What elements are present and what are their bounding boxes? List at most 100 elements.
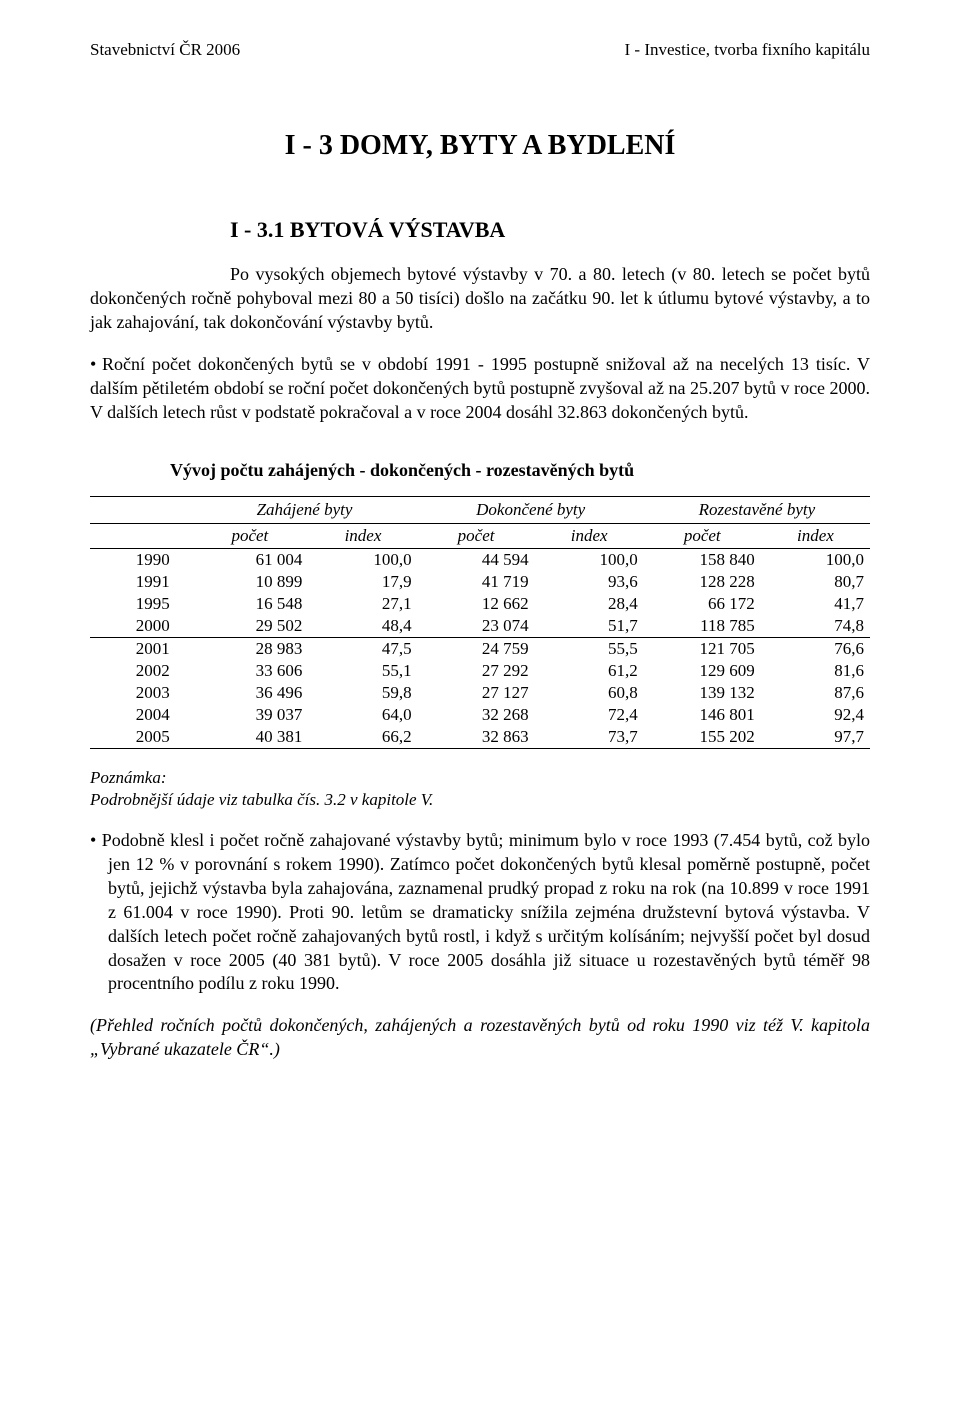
- table-cell: 61 004: [191, 548, 308, 571]
- table-cell: 72,4: [535, 704, 644, 726]
- table-cell: 28,4: [535, 593, 644, 615]
- table-cell: 55,1: [308, 660, 417, 682]
- header-left: Stavebnictví ČR 2006: [90, 40, 240, 60]
- table-header-sub: počet index počet index počet index: [90, 523, 870, 548]
- table-row: 200128 98347,524 75955,5121 70576,6: [90, 637, 870, 660]
- table-header-group: Zahájené byty: [191, 496, 417, 523]
- table-row: 200540 38166,232 86373,7155 20297,7: [90, 726, 870, 749]
- paragraph-1: Po vysokých objemech bytové výstavby v 7…: [90, 263, 870, 335]
- table-header-groups: Zahájené byty Dokončené byty Rozestavěné…: [90, 496, 870, 523]
- table-cell: 81,6: [761, 660, 870, 682]
- table-header-blank: [90, 496, 191, 523]
- table-cell: 60,8: [535, 682, 644, 704]
- table-cell: 158 840: [644, 548, 761, 571]
- footnote-text: Podrobnější údaje viz tabulka čís. 3.2 v…: [90, 790, 433, 809]
- table-header-group: Dokončené byty: [418, 496, 644, 523]
- table-cell: 36 496: [191, 682, 308, 704]
- table-cell: 73,7: [535, 726, 644, 749]
- table-cell: 66 172: [644, 593, 761, 615]
- table-cell: 97,7: [761, 726, 870, 749]
- paragraph-2-text: Roční počet dokončených bytů se v období…: [90, 354, 870, 422]
- page-header: Stavebnictví ČR 2006 I - Investice, tvor…: [90, 40, 870, 60]
- table-cell-year: 2001: [90, 637, 191, 660]
- page-title: I - 3 DOMY, BYTY A BYDLENÍ: [90, 130, 870, 162]
- table-cell: 93,6: [535, 571, 644, 593]
- bullet-icon: •: [90, 353, 102, 377]
- table-cell-year: 2000: [90, 615, 191, 638]
- table-cell: 129 609: [644, 660, 761, 682]
- table-cell: 139 132: [644, 682, 761, 704]
- table-cell-year: 2004: [90, 704, 191, 726]
- table-cell-year: 1991: [90, 571, 191, 593]
- table-cell: 23 074: [418, 615, 535, 638]
- table-cell: 48,4: [308, 615, 417, 638]
- table-subheader: počet: [644, 523, 761, 548]
- table-cell-year: 2003: [90, 682, 191, 704]
- table-subheader: počet: [418, 523, 535, 548]
- table-cell: 10 899: [191, 571, 308, 593]
- paragraph-3-text: Podobně klesl i počet ročně zahajované v…: [102, 830, 870, 994]
- table-row: 200233 60655,127 29261,2129 60981,6: [90, 660, 870, 682]
- section-subtitle: I - 3.1 BYTOVÁ VÝSTAVBA: [230, 217, 870, 243]
- table-cell: 12 662: [418, 593, 535, 615]
- table-cell: 24 759: [418, 637, 535, 660]
- table-cell: 32 863: [418, 726, 535, 749]
- table-cell: 64,0: [308, 704, 417, 726]
- table-subheader: index: [535, 523, 644, 548]
- table-cell: 47,5: [308, 637, 417, 660]
- table-cell: 32 268: [418, 704, 535, 726]
- table-cell: 33 606: [191, 660, 308, 682]
- table-cell-year: 2005: [90, 726, 191, 749]
- table-cell: 74,8: [761, 615, 870, 638]
- table-cell: 66,2: [308, 726, 417, 749]
- table-cell: 17,9: [308, 571, 417, 593]
- table-footnote: Poznámka: Podrobnější údaje viz tabulka …: [90, 767, 870, 811]
- table-cell: 27 127: [418, 682, 535, 704]
- table-body: 199061 004100,044 594100,0158 840100,019…: [90, 548, 870, 748]
- table-row: 200029 50248,423 07451,7118 78574,8: [90, 615, 870, 638]
- table-cell: 39 037: [191, 704, 308, 726]
- table-cell-year: 1995: [90, 593, 191, 615]
- table-row: 199110 89917,941 71993,6128 22880,7: [90, 571, 870, 593]
- table-cell: 128 228: [644, 571, 761, 593]
- table-cell: 29 502: [191, 615, 308, 638]
- table-cell: 61,2: [535, 660, 644, 682]
- footnote-label: Poznámka:: [90, 768, 166, 787]
- table-row: 200439 03764,032 26872,4146 80192,4: [90, 704, 870, 726]
- table-cell: 59,8: [308, 682, 417, 704]
- table-cell: 92,4: [761, 704, 870, 726]
- table-cell: 27 292: [418, 660, 535, 682]
- table-cell: 51,7: [535, 615, 644, 638]
- data-table: Zahájené byty Dokončené byty Rozestavěné…: [90, 496, 870, 749]
- header-right: I - Investice, tvorba fixního kapitálu: [625, 40, 870, 60]
- table-cell: 100,0: [308, 548, 417, 571]
- table-cell: 41,7: [761, 593, 870, 615]
- table-cell: 118 785: [644, 615, 761, 638]
- table-row: 199516 54827,112 66228,466 17241,7: [90, 593, 870, 615]
- paragraph-3: • Podobně klesl i počet ročně zahajované…: [90, 829, 870, 997]
- bullet-icon: •: [90, 830, 96, 850]
- table-row: 199061 004100,044 594100,0158 840100,0: [90, 548, 870, 571]
- table-cell: 100,0: [535, 548, 644, 571]
- table-cell: 155 202: [644, 726, 761, 749]
- table-header-group: Rozestavěné byty: [644, 496, 870, 523]
- table-cell: 87,6: [761, 682, 870, 704]
- table-cell: 146 801: [644, 704, 761, 726]
- table-cell-year: 2002: [90, 660, 191, 682]
- table-cell: 27,1: [308, 593, 417, 615]
- table-cell: 28 983: [191, 637, 308, 660]
- closing-note: (Přehled ročních počtů dokončených, zahá…: [90, 1014, 870, 1062]
- table-cell: 121 705: [644, 637, 761, 660]
- table-cell: 16 548: [191, 593, 308, 615]
- table-cell: 100,0: [761, 548, 870, 571]
- table-header-blank: [90, 523, 191, 548]
- table-cell: 44 594: [418, 548, 535, 571]
- table-subheader: index: [761, 523, 870, 548]
- table-cell-year: 1990: [90, 548, 191, 571]
- table-subheader: počet: [191, 523, 308, 548]
- table-cell: 76,6: [761, 637, 870, 660]
- table-cell: 41 719: [418, 571, 535, 593]
- table-cell: 40 381: [191, 726, 308, 749]
- table-cell: 80,7: [761, 571, 870, 593]
- table-cell: 55,5: [535, 637, 644, 660]
